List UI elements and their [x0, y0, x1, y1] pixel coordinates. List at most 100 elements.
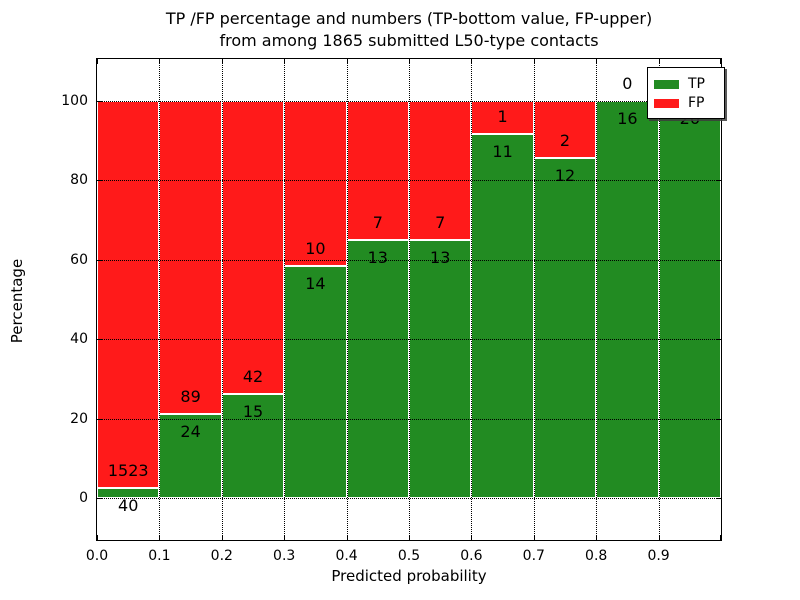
v-gridline — [409, 59, 410, 540]
y-axis-label: Percentage — [8, 258, 26, 344]
x-tick-mark — [97, 59, 98, 64]
y-tick-mark — [97, 498, 102, 500]
fp-count-label: 1523 — [107, 461, 149, 481]
v-gridline — [658, 59, 660, 540]
v-gridline — [596, 59, 598, 540]
x-tick-mark — [720, 535, 721, 540]
x-tick-mark — [346, 535, 348, 540]
x-tick-label: 0.1 — [148, 548, 171, 564]
tp-count-label: 11 — [492, 141, 513, 161]
fp-count-label: 10 — [305, 239, 326, 259]
fp-count-label: 1 — [497, 106, 508, 126]
tp-count-label: 15 — [242, 401, 264, 421]
x-tick-label: 0.5 — [397, 548, 421, 564]
x-tick-mark — [658, 535, 660, 540]
chart-title-line2: from among 1865 submitted L50-type conta… — [219, 31, 599, 50]
x-tick-label: 0.8 — [585, 548, 608, 564]
x-tick-mark — [221, 59, 223, 64]
x-tick-label: 0.3 — [273, 548, 296, 564]
tp-count-label: 12 — [554, 165, 576, 185]
tp-count-label: 24 — [180, 421, 201, 441]
x-tick-mark — [159, 535, 161, 540]
fp-bar-segment — [533, 100, 597, 158]
v-gridline — [221, 59, 223, 540]
x-tick-label: 0.0 — [85, 548, 109, 564]
tp-bar-segment — [409, 239, 472, 499]
v-gridline — [159, 59, 161, 540]
y-tick-mark — [97, 100, 102, 102]
y-tick-label: 60 — [70, 251, 88, 268]
y-tick-mark — [716, 418, 721, 420]
fp-bar-segment — [97, 100, 160, 489]
fp-count-label: 42 — [242, 366, 264, 386]
tp-count-label: 40 — [118, 496, 139, 516]
y-tick-mark — [97, 259, 102, 261]
fp-count-label: 0 — [622, 73, 633, 93]
x-tick-label: 0.4 — [335, 548, 358, 564]
plot-area: TP FP 1523408924421510147137131112120160… — [96, 58, 725, 541]
legend: TP FP — [647, 67, 725, 119]
y-tick-label: 100 — [61, 92, 88, 109]
x-tick-label: 0.6 — [460, 548, 483, 564]
y-tick-mark — [716, 259, 721, 261]
v-gridline — [533, 59, 535, 540]
y-tick-mark — [716, 180, 721, 182]
fp-count-label: 2 — [559, 130, 571, 150]
tp-bar-segment — [221, 393, 285, 499]
v-gridline — [284, 59, 286, 540]
v-gridline — [346, 59, 348, 540]
y-tick-mark — [716, 339, 721, 341]
x-tick-mark — [596, 59, 598, 64]
tp-count-label: 13 — [367, 247, 388, 267]
x-tick-mark — [533, 59, 535, 64]
v-gridline — [471, 59, 473, 540]
y-tick-mark — [97, 339, 102, 341]
x-tick-mark — [284, 535, 286, 540]
x-tick-mark — [284, 59, 286, 64]
x-tick-label: 0.9 — [647, 548, 670, 564]
x-tick-label: 0.7 — [522, 548, 545, 564]
x-tick-mark — [471, 535, 473, 540]
tp-bar-segment — [159, 413, 222, 499]
x-tick-label: 0.2 — [210, 548, 233, 564]
tp-bar-segment — [346, 239, 409, 499]
x-tick-mark — [720, 59, 721, 64]
x-tick-mark — [97, 535, 98, 540]
chart-title: TP /FP percentage and numbers (TP-bottom… — [97, 8, 721, 52]
legend-item-fp: FP — [654, 94, 718, 112]
y-tick-mark — [716, 498, 721, 500]
x-tick-mark — [658, 59, 660, 64]
x-tick-mark — [409, 59, 410, 64]
x-tick-mark — [159, 59, 161, 64]
x-tick-mark — [221, 535, 223, 540]
tp-bar-segment — [284, 266, 347, 499]
x-tick-mark — [346, 59, 348, 64]
tp-swatch-icon — [654, 79, 679, 89]
fp-count-label: 7 — [435, 212, 446, 232]
y-tick-label: 40 — [70, 331, 88, 348]
fp-count-label: 89 — [180, 386, 201, 406]
x-tick-mark — [409, 535, 410, 540]
tp-bar-segment — [658, 100, 721, 499]
x-axis-label: Predicted probability — [331, 567, 487, 585]
tp-count-label: 14 — [305, 274, 326, 294]
x-tick-mark — [471, 59, 473, 64]
fp-bar-segment — [159, 100, 222, 414]
y-tick-mark — [97, 418, 102, 420]
tp-count-label: 16 — [617, 108, 638, 128]
x-tick-mark — [596, 535, 598, 540]
fp-count-label: 7 — [372, 212, 383, 232]
chart-title-line1: TP /FP percentage and numbers (TP-bottom… — [165, 9, 653, 28]
y-tick-mark — [97, 180, 102, 182]
tp-count-label: 13 — [430, 247, 451, 267]
legend-item-tp: TP — [654, 75, 718, 93]
tp-bar-segment — [596, 100, 659, 499]
legend-label-tp: TP — [688, 76, 705, 92]
fp-bar-segment — [284, 100, 347, 267]
fp-swatch-icon — [654, 98, 679, 108]
y-tick-label: 20 — [70, 410, 88, 427]
tp-bar-segment — [97, 488, 160, 499]
fp-bar-segment — [221, 100, 285, 394]
tp-bar-segment — [533, 157, 597, 499]
